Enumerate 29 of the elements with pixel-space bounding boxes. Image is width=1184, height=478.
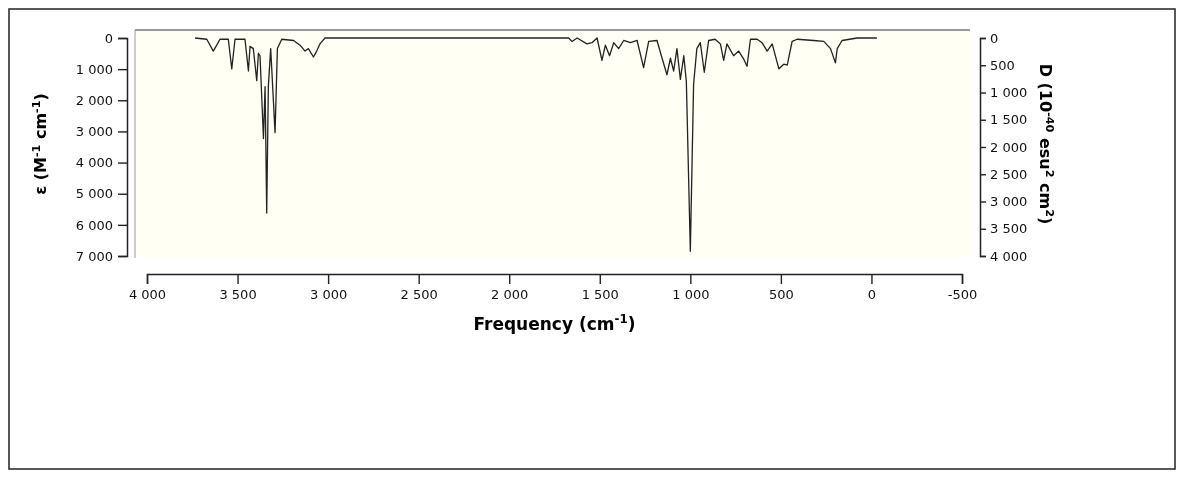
x-tick-label: 500 xyxy=(768,287,794,303)
x-tick-label: 1 500 xyxy=(581,287,619,303)
x-tick-label: 4 000 xyxy=(128,287,167,303)
y-tick-label: 3 000 xyxy=(75,124,113,140)
y2-tick-label: 4 000 xyxy=(990,248,1028,264)
y-tick-label: 7 000 xyxy=(75,248,113,264)
y2-tick-label: 1 000 xyxy=(990,85,1028,101)
x-tick-label: 3 500 xyxy=(219,287,257,303)
y2-tick-label: 3 000 xyxy=(990,194,1028,210)
y-tick-label: 6 000 xyxy=(75,217,113,233)
y2-tick-label: 3 500 xyxy=(990,221,1028,237)
y2-tick-label: 2 000 xyxy=(990,139,1028,155)
y2-tick-label: 500 xyxy=(990,57,1015,73)
x-tick-label: -500 xyxy=(947,287,978,303)
x-axis-title: Frequency (cm$^{-1}$) xyxy=(473,312,636,334)
y-tick-label: 5 000 xyxy=(75,186,113,202)
y2-tick-label: 2 500 xyxy=(990,166,1028,182)
y-tick-label: 0 xyxy=(104,30,113,46)
line-series xyxy=(194,37,878,252)
y-tick-label: 2 000 xyxy=(75,92,113,108)
x-tick-label: 2 000 xyxy=(491,287,529,303)
x-tick-label: 0 xyxy=(867,287,877,303)
y-tick-label: 4 000 xyxy=(75,155,113,171)
y2-tick-label: 0 xyxy=(990,30,999,46)
x-tick-label: 1 000 xyxy=(672,287,710,303)
x-tick-label: 2 500 xyxy=(400,287,438,303)
y-tick-label: 1 000 xyxy=(75,61,113,77)
x-tick-label: 3 000 xyxy=(310,287,348,303)
y2-tick-label: 1 500 xyxy=(990,112,1028,128)
